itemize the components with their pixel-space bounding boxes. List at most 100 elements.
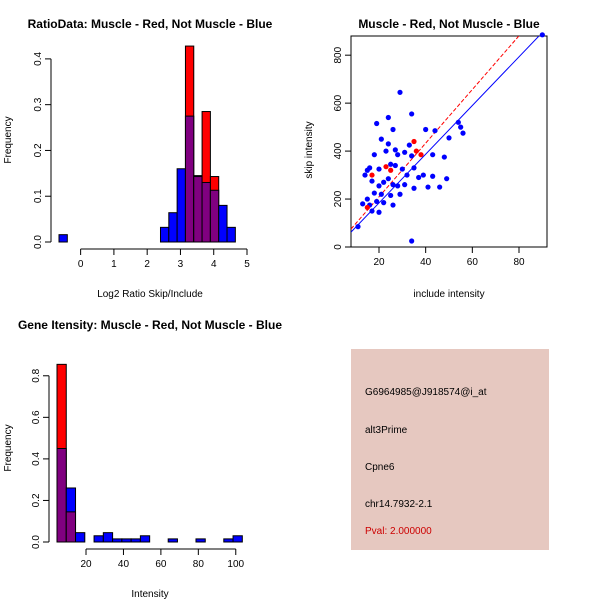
- not-muscle-bar: [218, 204, 228, 243]
- not-muscle-point: [388, 161, 394, 167]
- not-muscle-point: [455, 119, 461, 125]
- x-tick-label: 20: [80, 559, 92, 570]
- not-muscle-point: [539, 32, 545, 38]
- scatter-x-label: include intensity: [413, 289, 484, 300]
- not-muscle-point: [392, 147, 398, 153]
- not-muscle-bar: [139, 535, 151, 543]
- y-tick-label: 0.6: [31, 410, 42, 424]
- x-tick-label: 20: [373, 257, 385, 268]
- not-muscle-point: [376, 183, 382, 189]
- not-muscle-point: [390, 202, 396, 208]
- not-muscle-point: [446, 135, 452, 141]
- not-muscle-point: [397, 89, 403, 95]
- x-tick-label: 2: [144, 259, 150, 270]
- not-muscle-point: [371, 190, 377, 196]
- not-muscle-point: [378, 136, 384, 142]
- overlap-bar: [201, 181, 211, 243]
- not-muscle-bar: [58, 234, 68, 243]
- not-muscle-point: [432, 128, 438, 134]
- not-muscle-point: [395, 183, 401, 189]
- ratio-x-ticks: 0 1 2 3 4 5: [78, 249, 250, 270]
- y-tick-label: 0.4: [31, 452, 42, 466]
- not-muscle-point: [378, 191, 384, 197]
- scatter-title: Muscle - Red, Not Muscle - Blue: [358, 17, 540, 31]
- x-tick-label: 40: [118, 559, 130, 570]
- not-muscle-bar: [232, 535, 243, 543]
- not-muscle-point: [360, 201, 366, 207]
- not-muscle-point: [416, 174, 422, 181]
- ratio-histogram-title: RatioData: Muscle - Red, Not Muscle - Bl…: [28, 17, 273, 31]
- y-tick-label: 0.4: [33, 52, 44, 66]
- not-muscle-point: [383, 148, 389, 154]
- not-muscle-point: [458, 124, 464, 130]
- muscle-point: [383, 164, 389, 170]
- y-tick-label: 200: [333, 190, 344, 207]
- scatter-y-ticks: 0 200 400 600 800: [333, 46, 351, 250]
- x-tick-label: 1: [111, 259, 117, 270]
- overlap-bar: [193, 176, 203, 243]
- not-muscle-point: [364, 167, 370, 173]
- y-tick-label: 600: [333, 94, 344, 111]
- not-muscle-point: [402, 182, 408, 188]
- y-tick-label: 0.1: [33, 189, 44, 203]
- muscle-point: [411, 138, 417, 145]
- event-type: alt3Prime: [365, 425, 408, 436]
- not-muscle-bar: [223, 538, 234, 543]
- not-muscle-point: [385, 176, 391, 182]
- not-muscle-bar: [159, 226, 170, 243]
- y-tick-label: 800: [333, 46, 344, 63]
- not-muscle-point: [425, 184, 431, 190]
- y-tick-label: 0.2: [33, 143, 44, 157]
- x-tick-label: 40: [420, 257, 432, 268]
- not-muscle-point: [406, 142, 412, 148]
- x-tick-label: 0: [78, 259, 84, 270]
- not-muscle-point: [374, 120, 380, 127]
- gene-x-label: Intensity: [131, 589, 168, 600]
- muscle-point: [413, 148, 419, 154]
- not-muscle-fit-line: [351, 36, 540, 233]
- not-muscle-point: [441, 154, 447, 160]
- not-muscle-bar: [130, 538, 141, 543]
- probe-info-panel: G6964985@J918574@i_at alt3Prime Cpne6 ch…: [351, 349, 549, 550]
- ratio-x-label: Log2 Ratio Skip/Include: [97, 289, 203, 300]
- not-muscle-point: [430, 173, 436, 179]
- not-muscle-point: [390, 182, 396, 188]
- y-tick-label: 0: [333, 244, 344, 250]
- not-muscle-bar: [93, 535, 104, 543]
- x-tick-label: 60: [467, 257, 479, 268]
- intensity-scatter: Muscle - Red, Not Muscle - Blue 20 40 60 80…: [304, 17, 548, 300]
- overlap-bar: [56, 448, 67, 543]
- ratio-y-label: Frequency: [3, 116, 14, 163]
- not-muscle-point: [385, 141, 391, 147]
- y-tick-label: 400: [333, 142, 344, 159]
- gene-histogram-title: Gene Itensity: Muscle - Red, Not Muscle …: [18, 318, 282, 332]
- not-muscle-point: [460, 130, 466, 136]
- not-muscle-point: [411, 165, 417, 171]
- x-tick-label: 80: [513, 257, 525, 268]
- not-muscle-bar: [112, 538, 123, 543]
- x-tick-label: 5: [244, 259, 250, 270]
- scatter-x-ticks: 20 40 60 80: [373, 247, 525, 268]
- scatter-fit-lines: [351, 36, 540, 233]
- not-muscle-point: [371, 152, 377, 158]
- not-muscle-point: [409, 153, 415, 159]
- y-tick-label: 0.8: [31, 368, 42, 382]
- y-tick-label: 0.0: [33, 235, 44, 249]
- not-muscle-bar: [168, 212, 178, 243]
- gene-name: Cpne6: [365, 462, 395, 473]
- ratio-histogram-bars: [58, 45, 236, 243]
- not-muscle-point: [381, 179, 387, 185]
- gene-histogram-bars: [56, 363, 243, 543]
- not-muscle-point: [376, 209, 382, 215]
- x-tick-label: 4: [211, 259, 217, 270]
- not-muscle-point: [374, 198, 380, 205]
- x-tick-label: 60: [155, 559, 167, 570]
- muscle-point: [388, 167, 394, 173]
- not-muscle-point: [411, 185, 417, 191]
- not-muscle-point: [381, 200, 387, 206]
- gene-y-ticks: 0.0 0.2 0.4 0.6 0.8: [31, 368, 49, 549]
- not-muscle-point: [399, 166, 405, 172]
- not-muscle-point: [437, 184, 443, 190]
- ratio-histogram: RatioData: Muscle - Red, Not Muscle - Bl…: [3, 17, 273, 300]
- gene-y-label: Frequency: [3, 424, 14, 471]
